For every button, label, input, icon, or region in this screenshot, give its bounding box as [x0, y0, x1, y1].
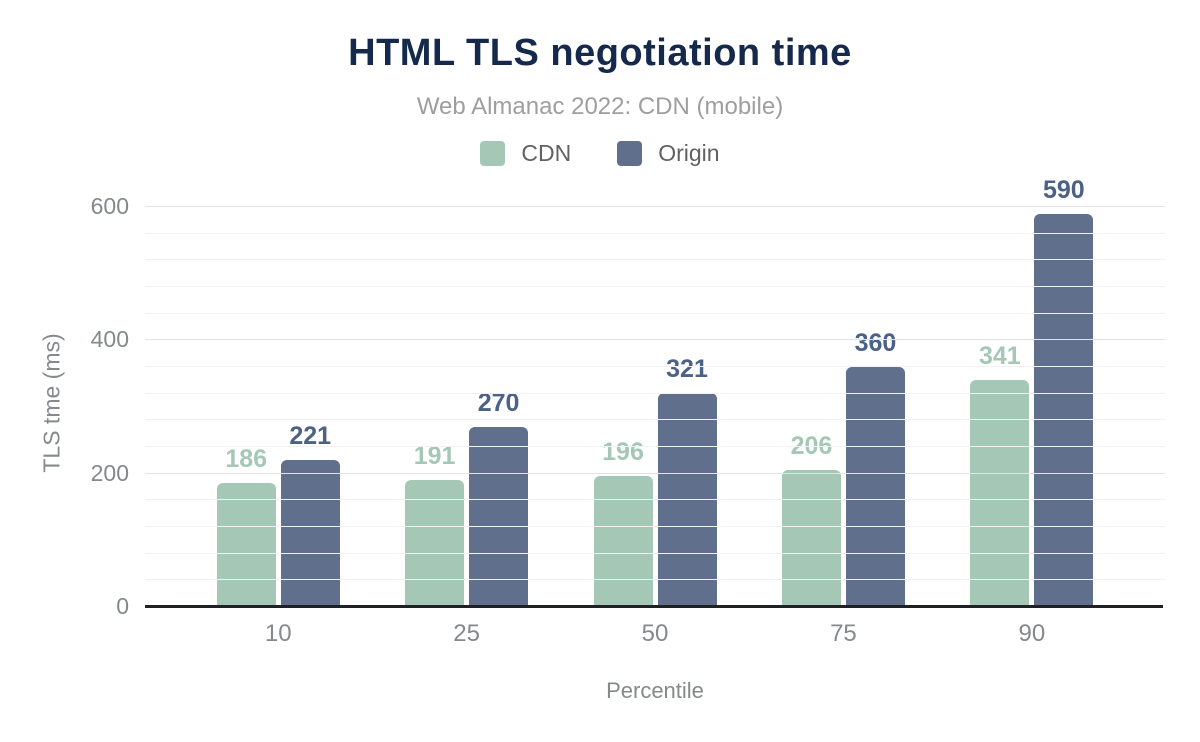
gridline-major: [145, 339, 1165, 341]
cdn-bar-p50[interactable]: 196: [593, 438, 653, 607]
cdn-bar-p25[interactable]: 191: [405, 442, 465, 607]
origin-bar-p90[interactable]: 590: [1034, 176, 1094, 607]
origin-bar-value-label: 321: [666, 355, 708, 383]
y-axis-tick-label: 200: [90, 459, 129, 486]
legend-label-origin: Origin: [658, 140, 720, 166]
legend-swatch-origin: [617, 141, 643, 166]
y-axis-title: TLS tme (ms): [38, 333, 65, 473]
origin-bar-p10[interactable]: 221: [280, 422, 340, 607]
gridline-minor: [145, 579, 1165, 581]
x-axis-labels: 10 25 50 75 90: [145, 620, 1165, 648]
cdn-bar-p75[interactable]: 206: [781, 432, 841, 607]
cdn-bar-p10[interactable]: 186: [216, 445, 276, 607]
legend-swatch-cdn: [480, 141, 506, 166]
origin-bar-p75[interactable]: 360: [845, 329, 905, 607]
cdn-bar-p90[interactable]: 341: [970, 342, 1030, 607]
bar-group-p90: 341 590: [938, 176, 1126, 607]
legend-label-cdn: CDN: [521, 140, 572, 166]
gridline-minor: [145, 232, 1165, 234]
x-axis-line: [145, 605, 1163, 608]
gridline-major: [145, 472, 1165, 474]
legend: CDN Origin: [0, 140, 1200, 167]
gridline-minor: [145, 392, 1165, 394]
gridline-minor: [145, 552, 1165, 554]
gridline-major: [145, 206, 1165, 207]
cdn-bar-value-label: 186: [225, 445, 268, 473]
gridline-minor: [145, 366, 1165, 367]
legend-item-origin[interactable]: Origin: [617, 140, 720, 167]
gridline-minor: [145, 526, 1165, 527]
gridline-minor: [145, 419, 1165, 421]
gridline-minor: [145, 499, 1165, 501]
x-axis-tick-label: 50: [641, 620, 669, 647]
x-axis-title: Percentile: [606, 678, 704, 703]
legend-item-cdn[interactable]: CDN: [480, 140, 571, 167]
cdn-bar-value-label: 341: [978, 341, 1021, 370]
y-axis-tick-label: 0: [116, 593, 129, 619]
plot-area: 186 221 191 270 196 321 206 360 341 590 0 200 400 60…: [91, 176, 1165, 619]
gridline-minor: [145, 286, 1165, 287]
bar-group-p25: 191 270: [372, 199, 560, 607]
cdn-bar-value-label: 196: [602, 438, 644, 467]
bar-group-p10: 186 221: [184, 199, 372, 607]
gridline-minor: [145, 312, 1165, 314]
bar-group-p75: 206 360: [749, 199, 937, 607]
y-axis-tick-label: 600: [90, 193, 129, 219]
origin-bar-value-label: 221: [289, 421, 332, 450]
x-axis-tick-label: 25: [453, 620, 480, 647]
x-axis-tick-label: 10: [264, 620, 292, 647]
y-axis-tick-label: 400: [90, 326, 129, 353]
x-axis-tick-label: 75: [830, 620, 857, 647]
gridline-minor: [145, 446, 1165, 447]
gridline-minor: [145, 259, 1165, 261]
cdn-bar-value-label: 206: [790, 431, 833, 460]
x-axis-tick-label: 90: [1018, 620, 1046, 647]
chart-title: HTML TLS negotiation time: [348, 32, 852, 74]
origin-bar-value-label: 590: [1042, 175, 1085, 204]
chart-subtitle: Web Almanac 2022: CDN (mobile): [416, 93, 784, 120]
origin-bar-value-label: 360: [854, 329, 897, 357]
